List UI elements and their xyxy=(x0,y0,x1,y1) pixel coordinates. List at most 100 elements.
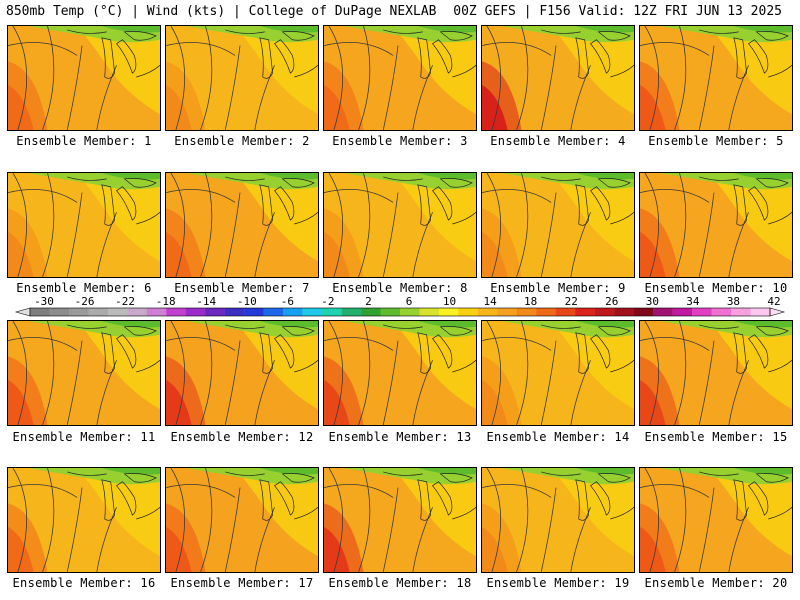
colorbar-swatch xyxy=(731,308,751,316)
map-title: 850mb Temp (°C) | Wind (kts) | College o… xyxy=(6,4,437,19)
temperature-map xyxy=(8,26,160,130)
colorbar-tick-label: 14 xyxy=(483,296,497,308)
ensemble-member-label: Ensemble Member: 3 xyxy=(332,134,468,148)
colorbar-tick-label: -2 xyxy=(321,296,334,308)
temperature-map xyxy=(8,321,160,425)
temperature-map xyxy=(640,26,792,130)
ensemble-member-label: Ensemble Member: 1 xyxy=(16,134,152,148)
colorbar-swatch xyxy=(419,308,440,316)
colorbar-swatch xyxy=(555,308,576,316)
temperature-map xyxy=(166,173,318,277)
ensemble-map-panel xyxy=(481,25,635,131)
ensemble-map-panel xyxy=(481,467,635,573)
colorbar-tick-label: 30 xyxy=(646,296,659,308)
ensemble-member-label: Ensemble Member: 14 xyxy=(486,430,630,444)
temperature-map xyxy=(324,468,476,572)
temperature-map xyxy=(324,173,476,277)
colorbar-swatch xyxy=(458,308,479,316)
colorbar-swatch xyxy=(633,308,654,316)
colorbar-tick-label: 42 xyxy=(767,296,780,308)
colorbar-tick-label: 22 xyxy=(565,296,578,308)
ensemble-map-panel xyxy=(481,320,635,426)
colorbar-tick-label: 26 xyxy=(605,296,618,308)
colorbar-left-arrow xyxy=(14,307,31,317)
ensemble-map-panel xyxy=(481,172,635,278)
temperature-map xyxy=(482,26,634,130)
colorbar-tick-label: 6 xyxy=(406,296,413,308)
colorbar-swatch xyxy=(711,308,732,316)
colorbar-swatch xyxy=(672,308,693,316)
colorbar-tick-label: -22 xyxy=(115,296,135,308)
temperature-map xyxy=(166,26,318,130)
ensemble-member-label: Ensemble Member: 18 xyxy=(328,576,472,590)
ensemble-member-label: Ensemble Member: 19 xyxy=(486,576,630,590)
colorbar-swatch xyxy=(107,308,128,316)
temperature-map xyxy=(166,321,318,425)
temperature-map xyxy=(324,26,476,130)
colorbar-tick-label: 18 xyxy=(524,296,537,308)
ensemble-member-label: Ensemble Member: 20 xyxy=(644,576,788,590)
colorbar-swatch xyxy=(322,308,342,316)
colorbar-tick-label: -14 xyxy=(196,296,216,308)
colorbar-swatch xyxy=(127,308,148,316)
ensemble-map-panel xyxy=(165,467,319,573)
ensemble-map-panel xyxy=(165,25,319,131)
colorbar-swatch xyxy=(400,308,420,316)
ensemble-map-panel xyxy=(7,467,161,573)
colorbar-swatch xyxy=(750,308,771,316)
colorbar-swatch xyxy=(49,308,70,316)
colorbar-swatch xyxy=(146,308,167,316)
ensemble-member-label: Ensemble Member: 7 xyxy=(174,281,310,295)
ensemble-map-panel xyxy=(323,320,477,426)
ensemble-map-panel xyxy=(165,320,319,426)
colorbar-swatch xyxy=(614,308,634,316)
colorbar-swatch xyxy=(30,308,50,316)
colorbar-swatch xyxy=(477,308,498,316)
colorbar-tick-label: 10 xyxy=(443,296,456,308)
temperature-map xyxy=(482,173,634,277)
ensemble-member-label: Ensemble Member: 12 xyxy=(170,430,314,444)
colorbar-swatch xyxy=(224,308,245,316)
ensemble-member-label: Ensemble Member: 11 xyxy=(12,430,156,444)
ensemble-map-panel xyxy=(323,467,477,573)
colorbar-tick-label: -6 xyxy=(281,296,294,308)
temperature-map xyxy=(324,321,476,425)
colorbar-swatch xyxy=(205,308,225,316)
ensemble-member-label: Ensemble Member: 16 xyxy=(12,576,156,590)
colorbar-swatch xyxy=(497,308,518,316)
colorbar-tick-label: -26 xyxy=(75,296,95,308)
colorbar-swatch xyxy=(302,308,323,316)
ensemble-member-label: Ensemble Member: 8 xyxy=(332,281,468,295)
colorbar-swatch xyxy=(341,308,362,316)
ensemble-map-panel xyxy=(7,172,161,278)
ensemble-map-panel xyxy=(7,320,161,426)
colorbar-swatch xyxy=(380,308,401,316)
valid-time: 00Z GEFS | F156 Valid: 12Z FRI JUN 13 20… xyxy=(453,4,782,19)
ensemble-member-label: Ensemble Member: 2 xyxy=(174,134,310,148)
ensemble-map-panel xyxy=(639,25,793,131)
ensemble-map-panel xyxy=(323,172,477,278)
colorbar-swatch xyxy=(536,308,556,316)
colorbar-swatch xyxy=(575,308,595,316)
colorbar-tick-label: 38 xyxy=(727,296,740,308)
colorbar-swatch xyxy=(283,308,303,316)
ensemble-member-label: Ensemble Member: 17 xyxy=(170,576,314,590)
ensemble-map-panel xyxy=(639,467,793,573)
colorbar-svg: -30 -26 -22 -18 -14 -10 -6 -2 2 6 10 14 18 22 26 30 34 38… xyxy=(14,296,786,317)
colorbar-swatch xyxy=(361,308,381,316)
ensemble-map-panel xyxy=(323,25,477,131)
colorbar-tick-label: -10 xyxy=(237,296,257,308)
colorbar-swatch xyxy=(692,308,712,316)
temperature-map xyxy=(640,468,792,572)
temperature-map xyxy=(8,468,160,572)
colorbar-tick-label: -18 xyxy=(156,296,176,308)
temperature-map xyxy=(166,468,318,572)
colorbar-swatch xyxy=(244,308,264,316)
ensemble-map-panel xyxy=(639,172,793,278)
colorbar-tick-label: 2 xyxy=(365,296,372,308)
colorbar-swatch xyxy=(68,308,89,316)
ensemble-member-label: Ensemble Member: 6 xyxy=(16,281,152,295)
colorbar-tick-label: -30 xyxy=(34,296,54,308)
colorbar-swatch xyxy=(263,308,284,316)
ensemble-map-panel xyxy=(165,172,319,278)
